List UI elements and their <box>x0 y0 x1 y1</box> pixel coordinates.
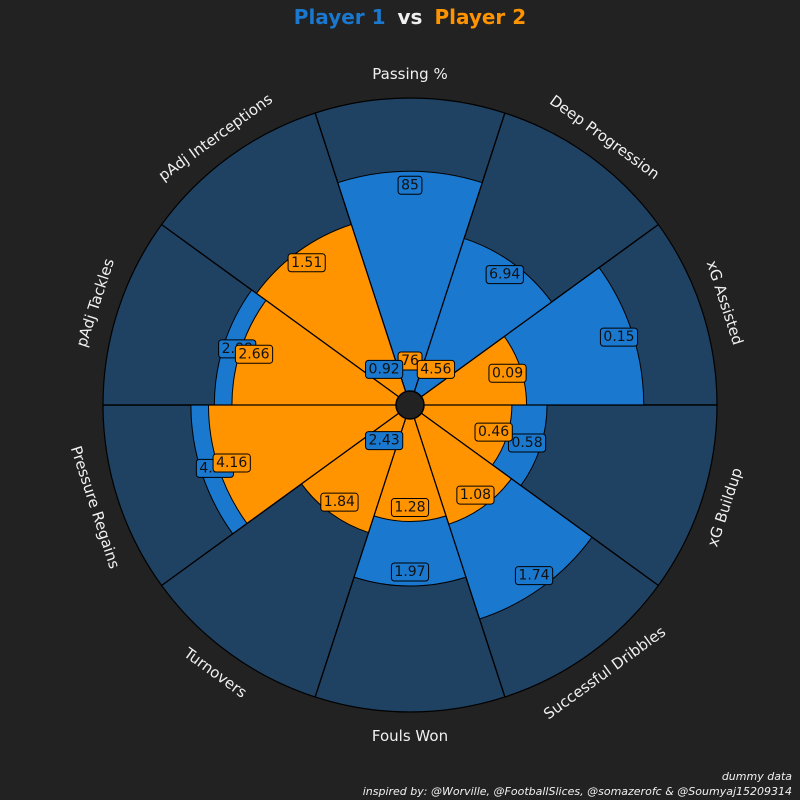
value-label-box <box>390 498 430 518</box>
player1-value-label: 0.58 <box>507 433 547 453</box>
slice-edge <box>314 112 407 392</box>
value-label-text: 0.58 <box>511 435 542 451</box>
value-label-text: 2.43 <box>369 433 400 449</box>
slice-edge <box>161 224 400 398</box>
value-label-text: 0.15 <box>603 329 634 345</box>
player2-value-label: 1.28 <box>390 498 430 518</box>
value-label-text: 0.92 <box>369 361 400 377</box>
footer-credit: inspired by: @Worville, @FootballSlices,… <box>363 785 792 798</box>
slice-edge <box>413 112 506 392</box>
slice-edge <box>314 418 407 698</box>
slice-edge <box>161 412 400 586</box>
value-label-box <box>456 485 495 505</box>
player1-value-label: 1.97 <box>390 562 430 582</box>
value-label-box <box>320 492 359 512</box>
param-label: Passing % <box>372 65 447 83</box>
value-label-text: 1.84 <box>324 494 355 510</box>
slice-edge <box>420 224 659 398</box>
slice-edge <box>420 412 659 586</box>
player1-value-label: 0.92 <box>365 359 404 379</box>
value-label-text: 1.28 <box>394 500 425 516</box>
player1-value-label: 85 <box>397 175 423 195</box>
value-label-box <box>234 344 274 364</box>
value-label-box <box>212 453 251 473</box>
player1-title: Player 1 <box>294 5 386 29</box>
value-label-box <box>514 566 554 586</box>
value-label-box <box>507 433 547 453</box>
value-label-text: 2.66 <box>238 346 269 362</box>
slice-edge <box>413 418 506 698</box>
value-label-text: 85 <box>401 177 419 193</box>
value-label-text: 1.51 <box>291 255 322 271</box>
player2-value-label: 1.51 <box>287 253 326 273</box>
value-label-text: 6.94 <box>489 267 520 283</box>
player2-title: Player 2 <box>434 5 526 29</box>
value-label-text: 1.08 <box>460 487 491 503</box>
player2-value-label: 0.46 <box>474 422 513 442</box>
center-circle <box>395 390 425 420</box>
value-label-box <box>365 431 404 451</box>
value-label-box <box>287 253 326 273</box>
value-label-text: 1.97 <box>394 564 425 580</box>
param-label: xG Buildup <box>704 466 746 550</box>
value-label-box <box>390 562 430 582</box>
value-label-box <box>485 265 524 285</box>
param-label: xG Assisted <box>703 258 747 347</box>
value-labels: 85 76 6.94 4.56 0.15 0.09 0.580.46 1.74 1.08 1.97… <box>195 175 639 586</box>
value-label-text: 0.09 <box>492 365 523 381</box>
vs-title: vs <box>398 5 423 29</box>
value-label-text: 4.16 <box>216 455 247 471</box>
slice-edges <box>103 112 717 698</box>
chart-title: Player 1 vs Player 2 <box>294 5 526 29</box>
value-label-box <box>488 363 527 383</box>
value-label-box <box>599 327 639 347</box>
player2-value-label: 4.56 <box>416 359 456 379</box>
player2-value-label: 4.16 <box>212 453 251 473</box>
player1-value-label: 2.43 <box>365 431 404 451</box>
player1-value-label: 1.74 <box>514 566 554 586</box>
player2-value-label: 1.84 <box>320 492 359 512</box>
player2-value-label: 1.08 <box>456 485 495 505</box>
value-label-text: 0.46 <box>478 424 509 440</box>
player1-value-label: 6.94 <box>485 265 524 285</box>
param-label: Fouls Won <box>372 727 448 745</box>
footer-note: dummy data <box>722 770 792 783</box>
value-label-box <box>474 422 513 442</box>
player2-value-label: 2.66 <box>234 344 274 364</box>
value-label-box <box>416 359 456 379</box>
value-label-box <box>397 175 423 195</box>
value-label-text: 4.56 <box>420 361 451 377</box>
value-label-text: 1.74 <box>518 568 549 584</box>
value-label-text: 76 <box>401 353 419 369</box>
player1-value-label: 0.15 <box>599 327 639 347</box>
player2-value-label: 0.09 <box>488 363 527 383</box>
value-label-box <box>365 359 404 379</box>
